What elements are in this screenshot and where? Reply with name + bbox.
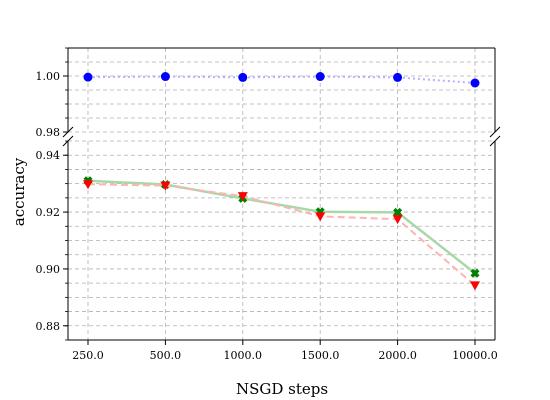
y-tick-label: 0.94 [36, 149, 61, 162]
y-tick-label: 0.90 [36, 263, 61, 276]
data-point-triangle [392, 215, 403, 225]
series-1 [83, 176, 480, 278]
data-point-x [470, 268, 480, 278]
grid [68, 47, 495, 341]
y-tick-label: 1.00 [36, 70, 61, 83]
data-point-triangle [237, 192, 248, 202]
x-tick-label: 500.0 [150, 349, 182, 362]
axes: 0.98 1.00 0.88 0.90 0.92 0.94 250.0 500.0 1000.0… [36, 47, 501, 362]
data-point-circle [315, 72, 325, 82]
data-point-circle [470, 78, 480, 88]
series-line [87, 183, 476, 287]
x-tick-label: 1000.0 [224, 349, 263, 362]
x-tick-label: 10000.0 [452, 349, 498, 362]
axis-break-mark [62, 135, 74, 147]
data-point-x [393, 207, 403, 217]
y-tick-label: 0.98 [36, 126, 61, 139]
y-tick-label: 0.92 [36, 206, 61, 219]
data-point-circle [160, 72, 170, 82]
data-point-circle [83, 72, 93, 82]
x-tick-label: 1500.0 [301, 349, 340, 362]
axis-break-mark [489, 126, 501, 138]
series-2 [83, 180, 480, 291]
y-axis-label: accuracy [10, 157, 28, 226]
axis-break-mark [62, 126, 74, 138]
axis-break-mark [489, 135, 501, 147]
data-point-circle [393, 72, 403, 82]
x-tick-label: 250.0 [72, 349, 104, 362]
x-tick-label: 2000.0 [378, 349, 417, 362]
data-point-circle [238, 72, 248, 82]
data-point-triangle [470, 281, 480, 291]
x-axis-label: NSGD steps [236, 380, 328, 398]
data-point-triangle [160, 181, 171, 191]
series-0 [83, 72, 480, 88]
series-line [87, 75, 476, 84]
data-point-triangle [83, 180, 93, 190]
series-line [87, 179, 476, 275]
y-tick-label: 0.88 [36, 320, 61, 333]
series-layer [83, 72, 480, 291]
data-point-triangle [315, 212, 326, 222]
